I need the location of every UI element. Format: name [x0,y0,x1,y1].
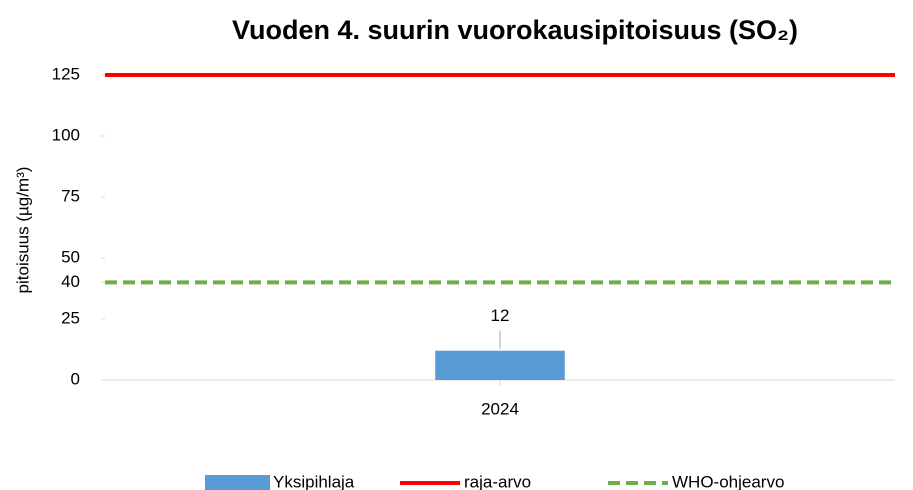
y-tick-label: 0 [71,369,80,388]
chart-title: Vuoden 4. suurin vuorokausipitoisuus (SO… [232,15,798,45]
bar [435,350,565,380]
y-tick-label: 25 [61,308,80,327]
legend-label: Yksipihlaja [273,472,355,490]
y-axis-label: pitoisuus (µg/m³) [13,167,32,294]
y-tick-label: 50 [61,247,80,266]
y-tick-label: 125 [52,64,80,83]
legend-label: raja-arvo [464,472,531,490]
x-tick-label: 2024 [481,399,519,418]
legend-swatch [205,475,270,490]
legend-label: WHO-ohjearvo [672,472,784,490]
y-tick-label: 100 [52,125,80,144]
y-tick-label: 75 [61,186,80,205]
data-label: 12 [491,306,510,325]
y-tick-label: 40 [61,272,80,291]
